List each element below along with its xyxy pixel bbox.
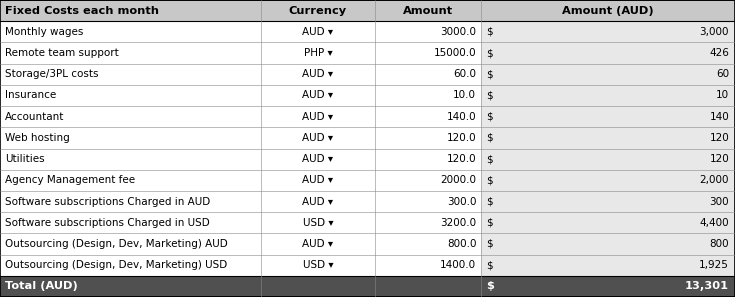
- Bar: [0, 0, 735, 21]
- Text: 10: 10: [716, 91, 729, 100]
- Bar: [481, 127, 735, 148]
- Text: 140.0: 140.0: [447, 112, 476, 122]
- Text: Monthly wages: Monthly wages: [5, 27, 84, 37]
- Bar: [0, 233, 481, 255]
- Bar: [0, 255, 481, 276]
- Text: $: $: [486, 154, 492, 164]
- Text: $: $: [486, 91, 492, 100]
- Bar: [481, 106, 735, 127]
- Text: Amount: Amount: [403, 6, 453, 16]
- Text: Utilities: Utilities: [5, 154, 45, 164]
- Text: AUD ▾: AUD ▾: [302, 239, 334, 249]
- Bar: [481, 170, 735, 191]
- Text: 2,000: 2,000: [700, 175, 729, 185]
- Text: 800.0: 800.0: [447, 239, 476, 249]
- Text: 60.0: 60.0: [453, 69, 476, 79]
- Bar: [0, 127, 481, 148]
- Bar: [481, 148, 735, 170]
- Text: AUD ▾: AUD ▾: [302, 91, 334, 100]
- Text: Remote team support: Remote team support: [5, 48, 119, 58]
- Bar: [0, 170, 481, 191]
- Text: AUD ▾: AUD ▾: [302, 112, 334, 122]
- Bar: [481, 85, 735, 106]
- Bar: [0, 42, 481, 64]
- Bar: [481, 64, 735, 85]
- Text: $: $: [486, 197, 492, 206]
- Bar: [481, 42, 735, 64]
- Text: AUD ▾: AUD ▾: [302, 133, 334, 143]
- Text: $: $: [486, 112, 492, 122]
- Text: 1,925: 1,925: [699, 260, 729, 270]
- Bar: [0, 106, 481, 127]
- Text: $: $: [486, 239, 492, 249]
- Text: 3,000: 3,000: [700, 27, 729, 37]
- Text: $: $: [486, 27, 492, 37]
- Text: 60: 60: [716, 69, 729, 79]
- Bar: [481, 191, 735, 212]
- Text: 120.0: 120.0: [447, 154, 476, 164]
- Text: $: $: [486, 133, 492, 143]
- Text: $: $: [486, 218, 492, 228]
- Text: Fixed Costs each month: Fixed Costs each month: [5, 6, 159, 16]
- Text: 15000.0: 15000.0: [434, 48, 476, 58]
- Text: 13,301: 13,301: [685, 281, 729, 291]
- Text: Outsourcing (Design, Dev, Marketing) USD: Outsourcing (Design, Dev, Marketing) USD: [5, 260, 227, 270]
- Text: 120: 120: [709, 133, 729, 143]
- Text: 2000.0: 2000.0: [440, 175, 476, 185]
- Text: 120.0: 120.0: [447, 133, 476, 143]
- Text: Outsourcing (Design, Dev, Marketing) AUD: Outsourcing (Design, Dev, Marketing) AUD: [5, 239, 228, 249]
- Bar: [481, 21, 735, 42]
- Text: $: $: [486, 48, 492, 58]
- Text: AUD ▾: AUD ▾: [302, 197, 334, 206]
- Text: USD ▾: USD ▾: [303, 260, 333, 270]
- Text: 120: 120: [709, 154, 729, 164]
- Text: PHP ▾: PHP ▾: [304, 48, 332, 58]
- Text: 140: 140: [709, 112, 729, 122]
- Text: $: $: [486, 69, 492, 79]
- Text: USD ▾: USD ▾: [303, 218, 333, 228]
- Text: 10.0: 10.0: [453, 91, 476, 100]
- Bar: [0, 212, 481, 233]
- Bar: [0, 64, 481, 85]
- Text: $: $: [486, 260, 492, 270]
- Bar: [481, 255, 735, 276]
- Text: AUD ▾: AUD ▾: [302, 175, 334, 185]
- Bar: [0, 276, 735, 297]
- Text: AUD ▾: AUD ▾: [302, 154, 334, 164]
- Text: 3200.0: 3200.0: [440, 218, 476, 228]
- Text: Amount (AUD): Amount (AUD): [562, 6, 654, 16]
- Text: 1400.0: 1400.0: [440, 260, 476, 270]
- Text: 800: 800: [709, 239, 729, 249]
- Text: $: $: [486, 175, 492, 185]
- Bar: [0, 148, 481, 170]
- Bar: [0, 21, 481, 42]
- Text: Agency Management fee: Agency Management fee: [5, 175, 135, 185]
- Text: Insurance: Insurance: [5, 91, 57, 100]
- Text: 3000.0: 3000.0: [440, 27, 476, 37]
- Text: Accountant: Accountant: [5, 112, 65, 122]
- Text: AUD ▾: AUD ▾: [302, 69, 334, 79]
- Text: Storage/3PL costs: Storage/3PL costs: [5, 69, 98, 79]
- Text: AUD ▾: AUD ▾: [302, 27, 334, 37]
- Bar: [481, 233, 735, 255]
- Text: Web hosting: Web hosting: [5, 133, 70, 143]
- Text: Total (AUD): Total (AUD): [5, 281, 78, 291]
- Text: $: $: [486, 281, 494, 291]
- Text: 300.0: 300.0: [447, 197, 476, 206]
- Text: Software subscriptions Charged in USD: Software subscriptions Charged in USD: [5, 218, 210, 228]
- Text: Currency: Currency: [289, 6, 347, 16]
- Text: 4,400: 4,400: [700, 218, 729, 228]
- Text: 426: 426: [709, 48, 729, 58]
- Bar: [0, 191, 481, 212]
- Text: Software subscriptions Charged in AUD: Software subscriptions Charged in AUD: [5, 197, 210, 206]
- Bar: [481, 212, 735, 233]
- Bar: [0, 85, 481, 106]
- Text: 300: 300: [709, 197, 729, 206]
